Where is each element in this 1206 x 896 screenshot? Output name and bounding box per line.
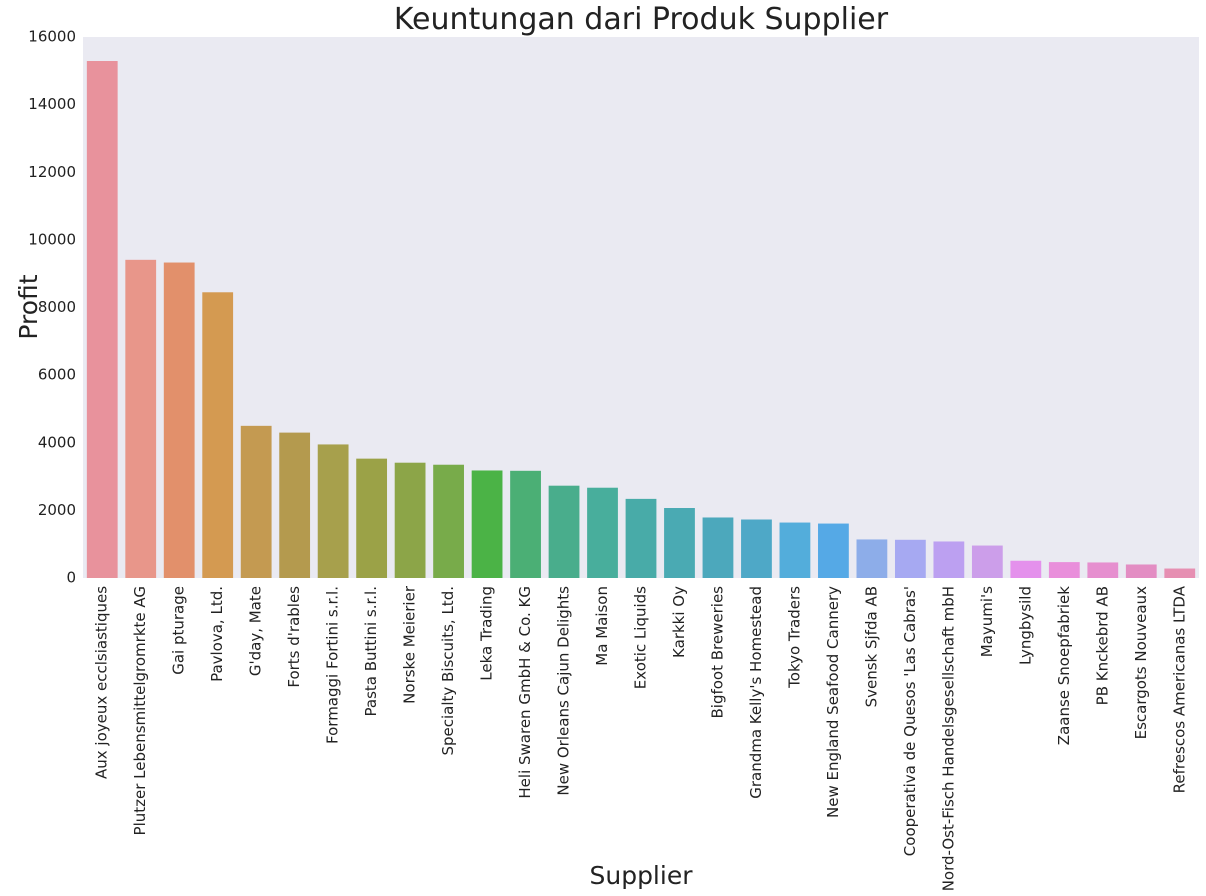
x-tick-label: New England Seafood Cannery	[824, 586, 842, 818]
x-tick-label: Pavlova, Ltd.	[208, 586, 226, 682]
bar	[279, 432, 311, 578]
bar	[317, 444, 349, 578]
chart-title: Keuntungan dari Produk Supplier	[394, 2, 889, 37]
x-tick-label: G'day, Mate	[247, 586, 265, 676]
y-tick-label: 2000	[38, 501, 76, 519]
bar	[702, 517, 734, 578]
x-tick-label: Aux joyeux ecclsiastiques	[93, 586, 111, 779]
x-tick-label: Karkki Oy	[670, 586, 688, 658]
bar	[1087, 562, 1119, 578]
bar	[625, 498, 657, 578]
x-tick-label: Refrescos Americanas LTDA	[1170, 585, 1188, 793]
x-tick-label: Mayumi's	[978, 586, 996, 657]
bar	[741, 519, 772, 578]
bar	[894, 539, 926, 578]
x-ticks-group: Aux joyeux ecclsiastiques Plutzer Lebensm…	[93, 585, 1189, 891]
x-tick-label: Lyngbysild	[1016, 586, 1034, 665]
y-tick-label: 0	[66, 569, 76, 587]
x-tick-label: Cooperativa de Quesos 'Las Cabras'	[901, 586, 919, 856]
y-tick-label: 4000	[38, 433, 76, 451]
bar	[1010, 560, 1042, 578]
bar	[587, 487, 618, 578]
bar	[202, 292, 234, 578]
bar	[125, 259, 157, 578]
y-tick-label: 12000	[28, 163, 76, 181]
y-tick-label: 6000	[38, 366, 76, 384]
x-tick-label: Ma Maison	[593, 586, 611, 666]
x-axis-label: Supplier	[589, 861, 693, 890]
bar	[240, 425, 272, 578]
bar	[818, 523, 849, 578]
x-tick-label: Nord-Ost-Fisch Handelsgesellschaft mbH	[939, 586, 957, 891]
bar	[471, 470, 503, 578]
x-tick-label: Tokyo Traders	[785, 586, 803, 689]
y-tick-label: 10000	[28, 230, 76, 248]
y-tick-label: 8000	[38, 298, 76, 316]
bar	[163, 262, 195, 578]
x-tick-label: Heli Swaren GmbH & Co. KG	[516, 586, 534, 799]
bar	[356, 458, 388, 578]
bar	[394, 462, 426, 578]
bar	[510, 470, 541, 578]
x-tick-label: Forts d'rables	[285, 586, 303, 688]
bar	[548, 485, 580, 578]
x-tick-label: PB Knckebrd AB	[1093, 586, 1111, 705]
bar	[1164, 568, 1196, 578]
y-tick-label: 16000	[28, 28, 76, 46]
bar	[86, 61, 118, 578]
bar	[779, 522, 811, 578]
x-tick-label: Svensk Sjfda AB	[862, 586, 880, 707]
y-tick-label: 14000	[28, 95, 76, 113]
y-ticks-group: 0 2000 4000 6000 8000 10000 12000 14000 16000	[28, 28, 76, 587]
x-tick-label: Formaggi Fortini s.r.l.	[324, 586, 342, 744]
x-tick-label: Zaanse Snoepfabriek	[1055, 586, 1073, 745]
x-tick-label: Exotic Liquids	[632, 586, 650, 689]
x-tick-label: Specialty Biscuits, Ltd.	[439, 586, 457, 756]
bar	[433, 464, 464, 578]
bar	[933, 541, 965, 578]
x-tick-label: New Orleans Cajun Delights	[555, 586, 573, 796]
bar	[1125, 564, 1157, 578]
x-tick-label: Pasta Buttini s.r.l.	[362, 586, 380, 716]
x-tick-label: Gai pturage	[170, 586, 188, 675]
x-tick-label: Norske Meierier	[401, 585, 419, 704]
x-tick-label: Escargots Nouveaux	[1132, 586, 1150, 740]
x-tick-label: Grandma Kelly's Homestead	[747, 586, 765, 799]
bar	[971, 545, 1003, 578]
y-axis-label: Profit	[14, 274, 43, 339]
bar	[856, 539, 888, 578]
bar	[1048, 562, 1080, 578]
x-tick-label: Bigfoot Breweries	[708, 586, 726, 719]
bars-group	[86, 61, 1196, 578]
bar	[664, 508, 695, 578]
x-tick-label: Leka Trading	[478, 586, 496, 681]
x-tick-label: Plutzer Lebensmittelgromrkte AG	[131, 586, 149, 835]
